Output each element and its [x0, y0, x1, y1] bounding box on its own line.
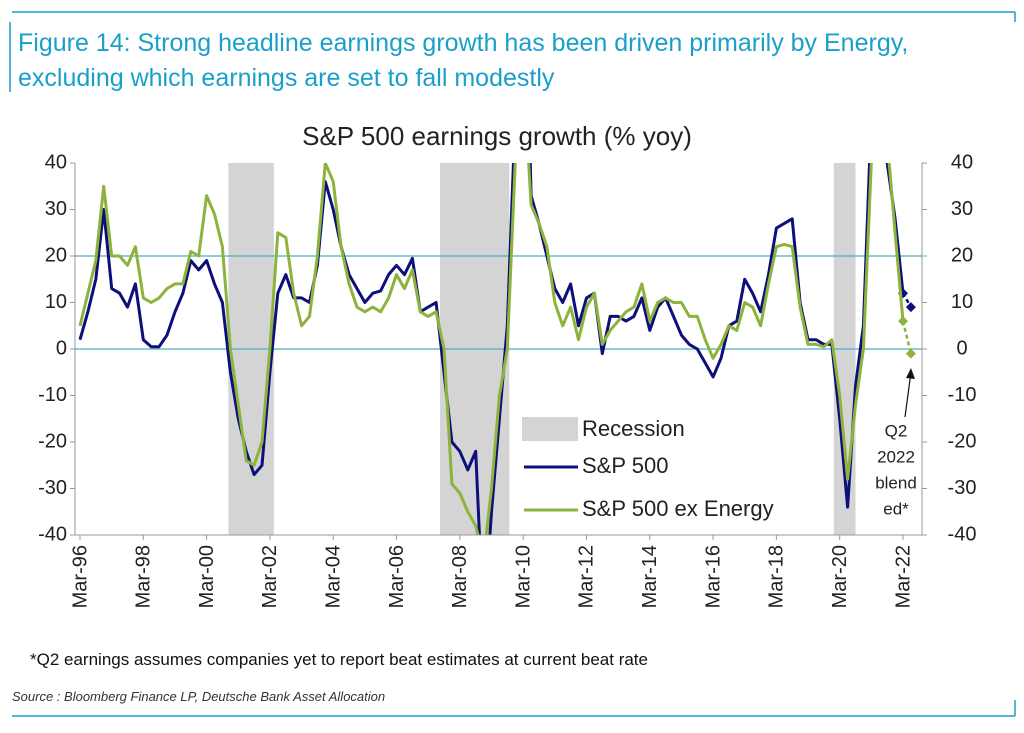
x-tick-label: Mar-10: [512, 545, 534, 608]
x-tick-label: Mar-20: [829, 545, 851, 608]
x-tick-label: Mar-02: [259, 545, 281, 608]
legend-label: S&P 500: [582, 453, 668, 478]
y-tick-label: -10: [38, 384, 67, 406]
estimate-marker: [898, 316, 908, 327]
x-tick-label: Mar-06: [386, 545, 408, 608]
y-tick-label: -20: [38, 430, 67, 452]
annotation-arrow: [904, 371, 912, 418]
source: Source : Bloomberg Finance LP, Deutsche …: [12, 689, 386, 704]
y-tick-label: 20: [45, 244, 67, 266]
y-tick-label: -30: [38, 477, 67, 499]
y2-tick-label: 0: [956, 337, 967, 359]
y2-tick-label: -40: [948, 523, 977, 545]
y2-tick-label: 20: [951, 244, 973, 266]
x-tick-label: Mar-00: [196, 545, 218, 608]
figure-title: Figure 14: Strong headline earnings grow…: [18, 29, 909, 92]
y2-tick-label: -20: [948, 430, 977, 452]
y2-tick-label: 10: [951, 291, 973, 313]
legend-swatch: [522, 417, 578, 441]
y2-tick-label: -30: [948, 477, 977, 499]
x-tick-label: Mar-18: [766, 545, 788, 608]
series-line: [78, 163, 905, 535]
y-tick-label: 0: [56, 337, 67, 359]
y-tick-label: 10: [45, 291, 67, 313]
annotation: Q2: [885, 421, 908, 440]
estimate-marker: [905, 302, 916, 313]
annotation: ed*: [883, 499, 909, 518]
annotation: blend: [875, 473, 917, 492]
series-line: [78, 163, 905, 535]
x-tick-label: Mar-22: [892, 545, 914, 608]
x-tick-label: Mar-98: [133, 545, 155, 608]
y-tick-label: 40: [45, 151, 67, 173]
estimate-line: [901, 320, 913, 354]
x-tick-label: Mar-96: [69, 545, 91, 608]
x-tick-label: Mar-14: [639, 545, 661, 608]
legend-label: S&P 500 ex Energy: [582, 496, 774, 521]
x-tick-label: Mar-16: [702, 545, 724, 608]
y-tick-label: 30: [45, 198, 67, 220]
estimate-marker: [905, 348, 916, 359]
y2-tick-label: 30: [951, 198, 973, 220]
chart-title: S&P 500 earnings growth (% yoy): [302, 121, 692, 151]
x-tick-label: Mar-12: [576, 545, 598, 608]
x-tick-label: Mar-04: [323, 545, 345, 608]
footnote: *Q2 earnings assumes companies yet to re…: [30, 650, 648, 669]
legend-label: Recession: [582, 416, 685, 441]
annotation-arrowhead: [906, 368, 915, 379]
y-tick-label: -40: [38, 523, 67, 545]
y2-tick-label: 40: [951, 151, 973, 173]
x-tick-label: Mar-08: [449, 545, 471, 608]
annotation: 2022: [877, 447, 915, 466]
y2-tick-label: -10: [948, 384, 977, 406]
